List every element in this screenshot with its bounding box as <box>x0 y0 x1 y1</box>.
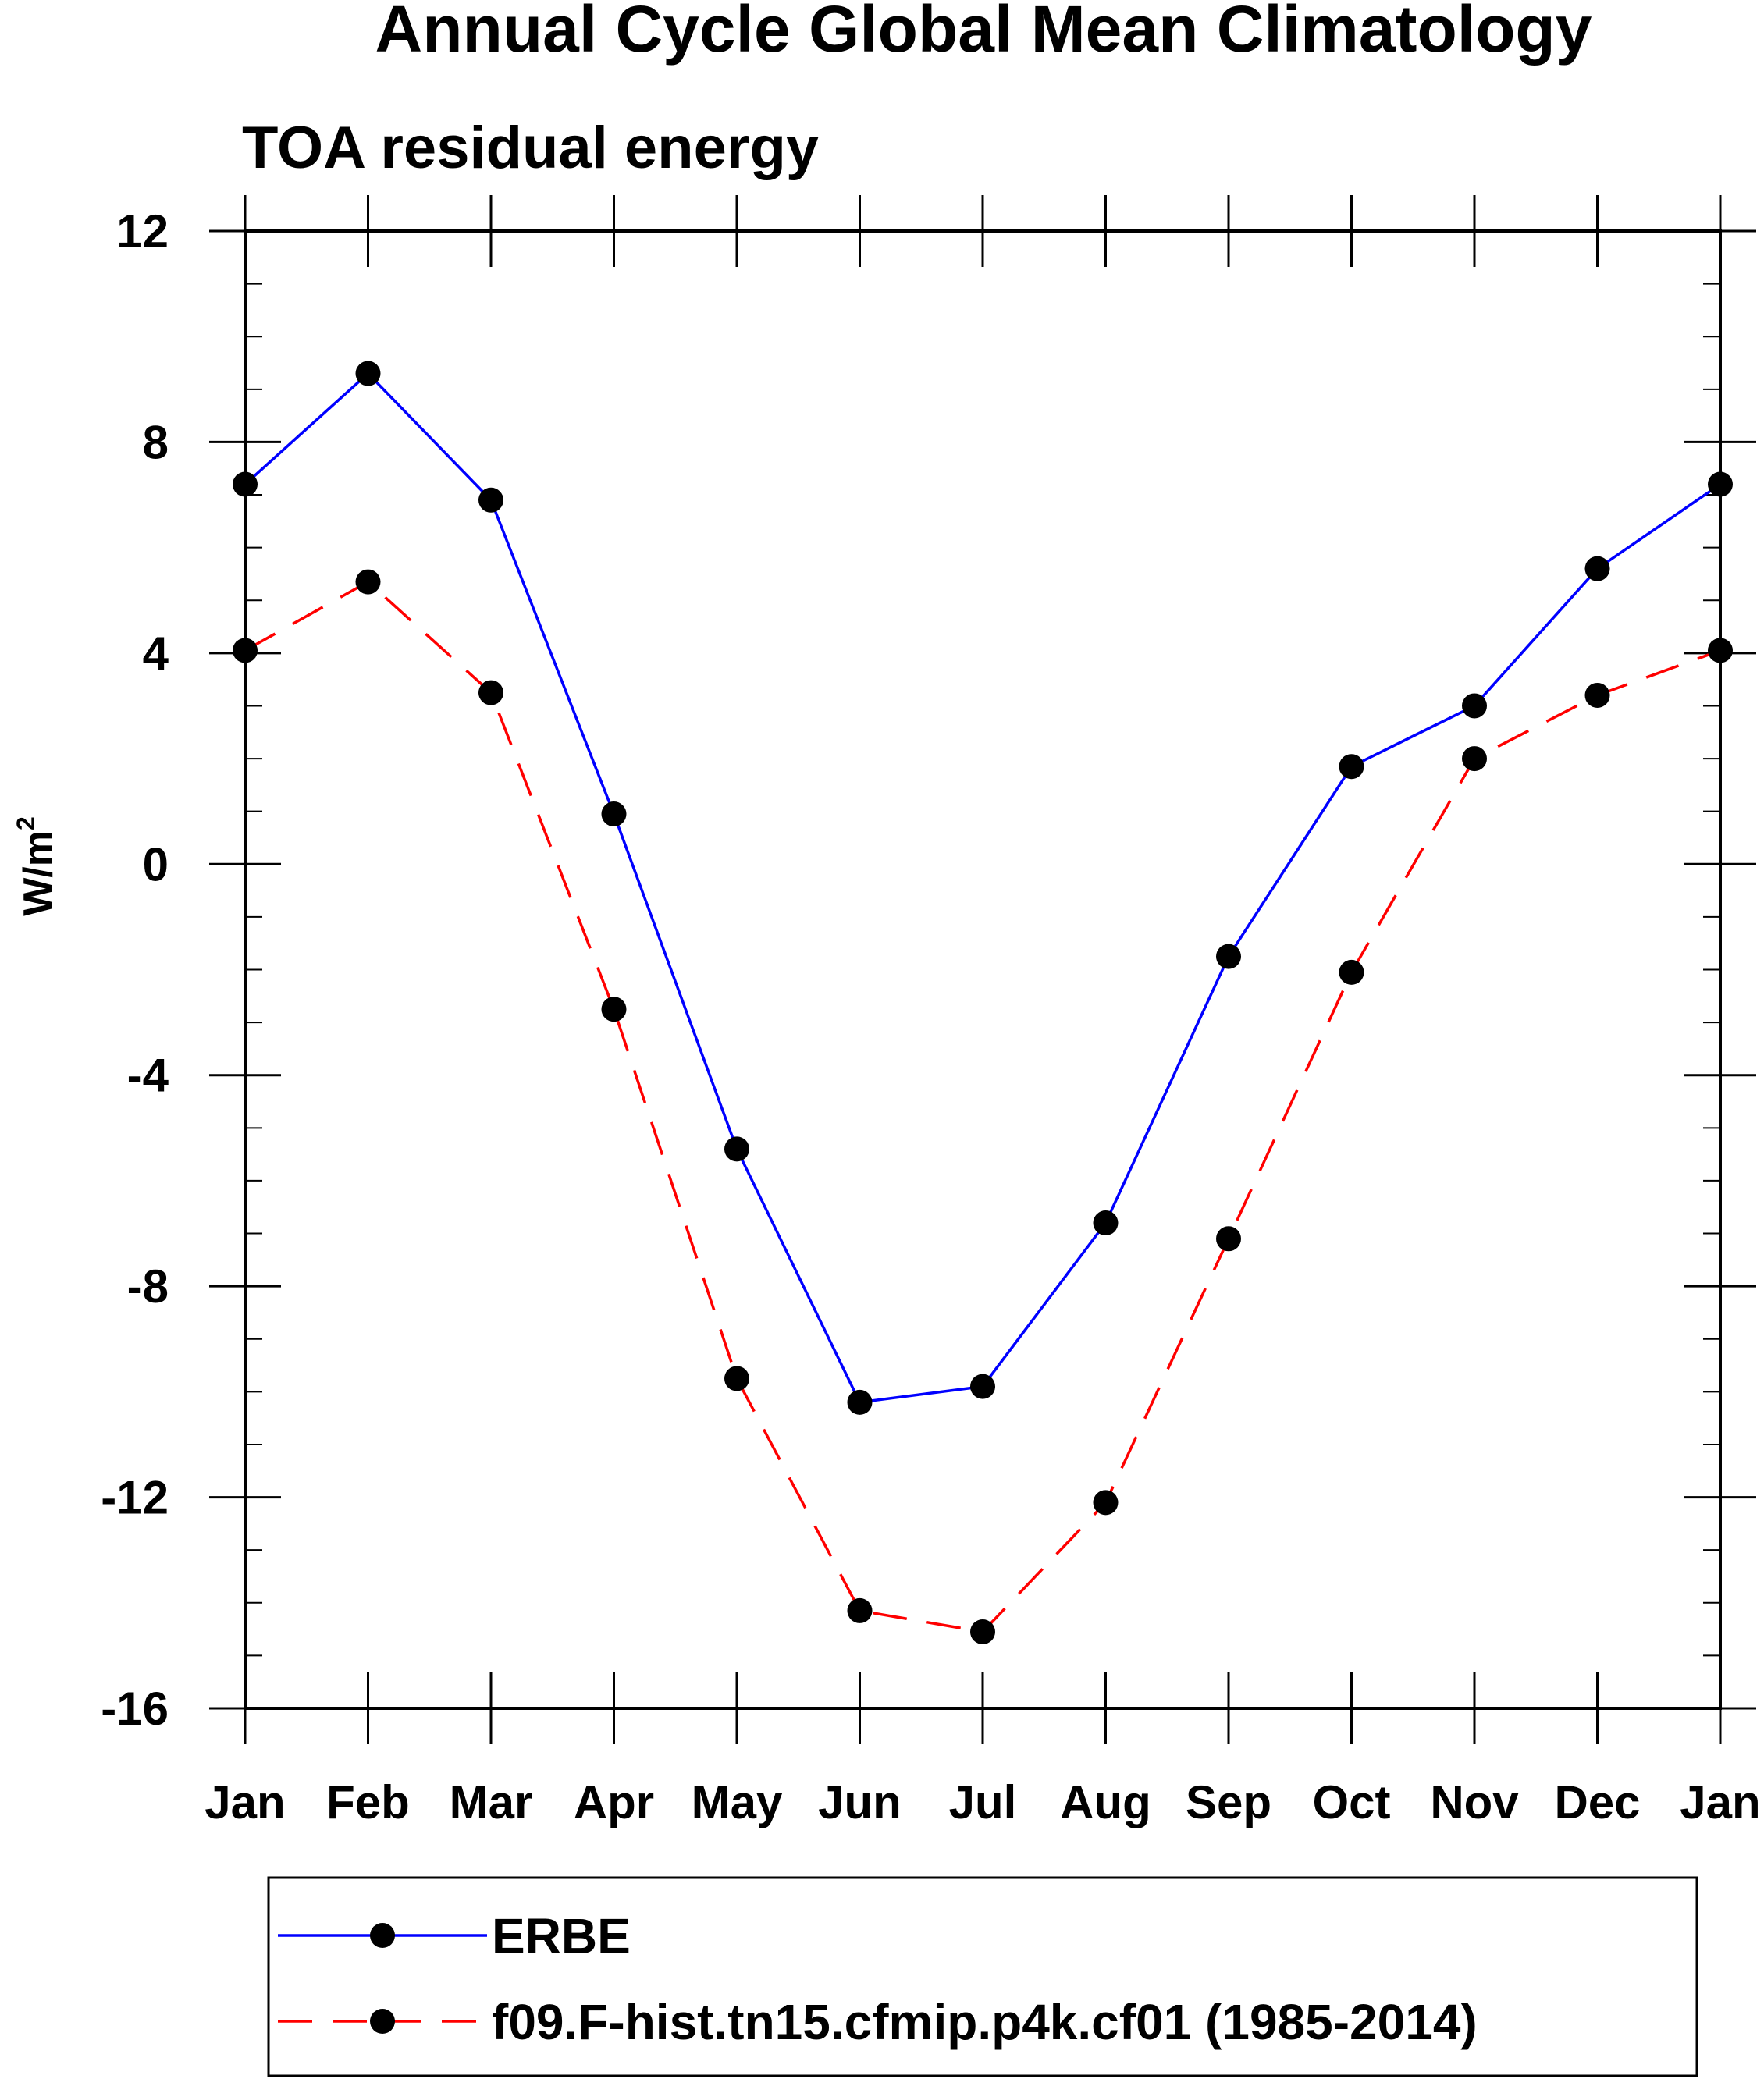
series-1-point <box>847 1389 873 1415</box>
y-tick-label: -4 <box>127 1050 169 1102</box>
y-tick-label: -8 <box>127 1260 169 1313</box>
legend-marker-2 <box>370 2009 395 2034</box>
series-2-point <box>601 997 627 1022</box>
series-1-point <box>478 487 503 513</box>
series-1-point <box>1584 556 1610 581</box>
x-tick-label: Jan <box>204 1776 285 1828</box>
series-1-point <box>1093 1210 1119 1236</box>
series-2-point <box>478 680 503 705</box>
series-2-point <box>233 638 258 663</box>
y-axis-label-base: W/m <box>16 830 61 916</box>
series-2-point <box>847 1597 873 1623</box>
y-tick-label: 0 <box>143 838 169 890</box>
series-2-point <box>355 569 381 595</box>
x-tick-label: Feb <box>326 1776 410 1828</box>
series-1-point <box>1462 693 1487 719</box>
x-tick-label: Jul <box>949 1776 1017 1828</box>
series-layer <box>233 361 1733 1644</box>
series-1-point <box>1708 471 1733 497</box>
svg-text:W/m2: W/m2 <box>12 816 61 916</box>
y-axis-label: W/m2 <box>12 816 61 916</box>
series-1-point <box>355 361 381 386</box>
series-2-point <box>970 1619 995 1644</box>
series-1-point <box>1216 944 1241 969</box>
x-tick-label: Jan <box>1680 1776 1760 1828</box>
y-tick-labels: 12 8 4 0 -4 -8 -12 -16 <box>101 205 169 1735</box>
series-1-point <box>724 1136 749 1162</box>
series-1-point <box>233 471 258 497</box>
x-tick-label: Apr <box>574 1776 654 1828</box>
series-2-point <box>1093 1490 1119 1516</box>
series-1-point <box>601 801 627 827</box>
series-line-1 <box>244 371 1721 1404</box>
series-1-point <box>970 1374 995 1399</box>
plot-frame <box>244 229 1722 1710</box>
series-2-point <box>1216 1226 1241 1252</box>
legend: ERBE f09.F-hist.tn15.cfmip.p4k.cf01 (1985… <box>278 1908 1478 2050</box>
series-1-point <box>1339 754 1364 780</box>
y-tick-label: 4 <box>143 627 169 680</box>
legend-marker-1 <box>370 1923 395 1948</box>
x-tick-label: Jun <box>818 1776 902 1828</box>
series-line-2 <box>244 580 1721 1633</box>
x-tick-labels: Jan Feb Mar Apr May Jun Jul Aug Sep Oct Nov Dec Jan <box>204 1776 1760 1828</box>
series-2-point <box>1584 682 1610 708</box>
x-tick-label: Nov <box>1430 1776 1519 1828</box>
chart-subtitle: TOA residual energy <box>242 115 819 181</box>
chart-title: Annual Cycle Global Mean Climatology <box>375 0 1592 66</box>
series-2-point <box>1462 746 1487 772</box>
series-2-point <box>1708 638 1733 663</box>
y-tick-label: 8 <box>143 416 169 468</box>
series-2-point <box>1339 959 1364 985</box>
y-tick-label: -12 <box>101 1472 169 1524</box>
x-tick-label: Sep <box>1186 1776 1271 1828</box>
x-tick-label: Aug <box>1060 1776 1151 1828</box>
x-tick-label: May <box>692 1776 783 1828</box>
axis-ticks <box>209 195 1756 1744</box>
legend-label-1: ERBE <box>492 1908 631 1964</box>
legend-box <box>267 1876 1698 2077</box>
series-2-point <box>724 1366 749 1391</box>
y-tick-label: -16 <box>101 1683 169 1735</box>
x-tick-label: Mar <box>450 1776 533 1828</box>
x-tick-label: Dec <box>1554 1776 1640 1828</box>
y-tick-label: 12 <box>116 205 169 258</box>
x-tick-label: Oct <box>1312 1776 1390 1828</box>
y-axis-label-superscript: 2 <box>12 816 40 830</box>
legend-label-2: f09.F-hist.tn15.cfmip.p4k.cf01 (1985-201… <box>492 1994 1478 2050</box>
